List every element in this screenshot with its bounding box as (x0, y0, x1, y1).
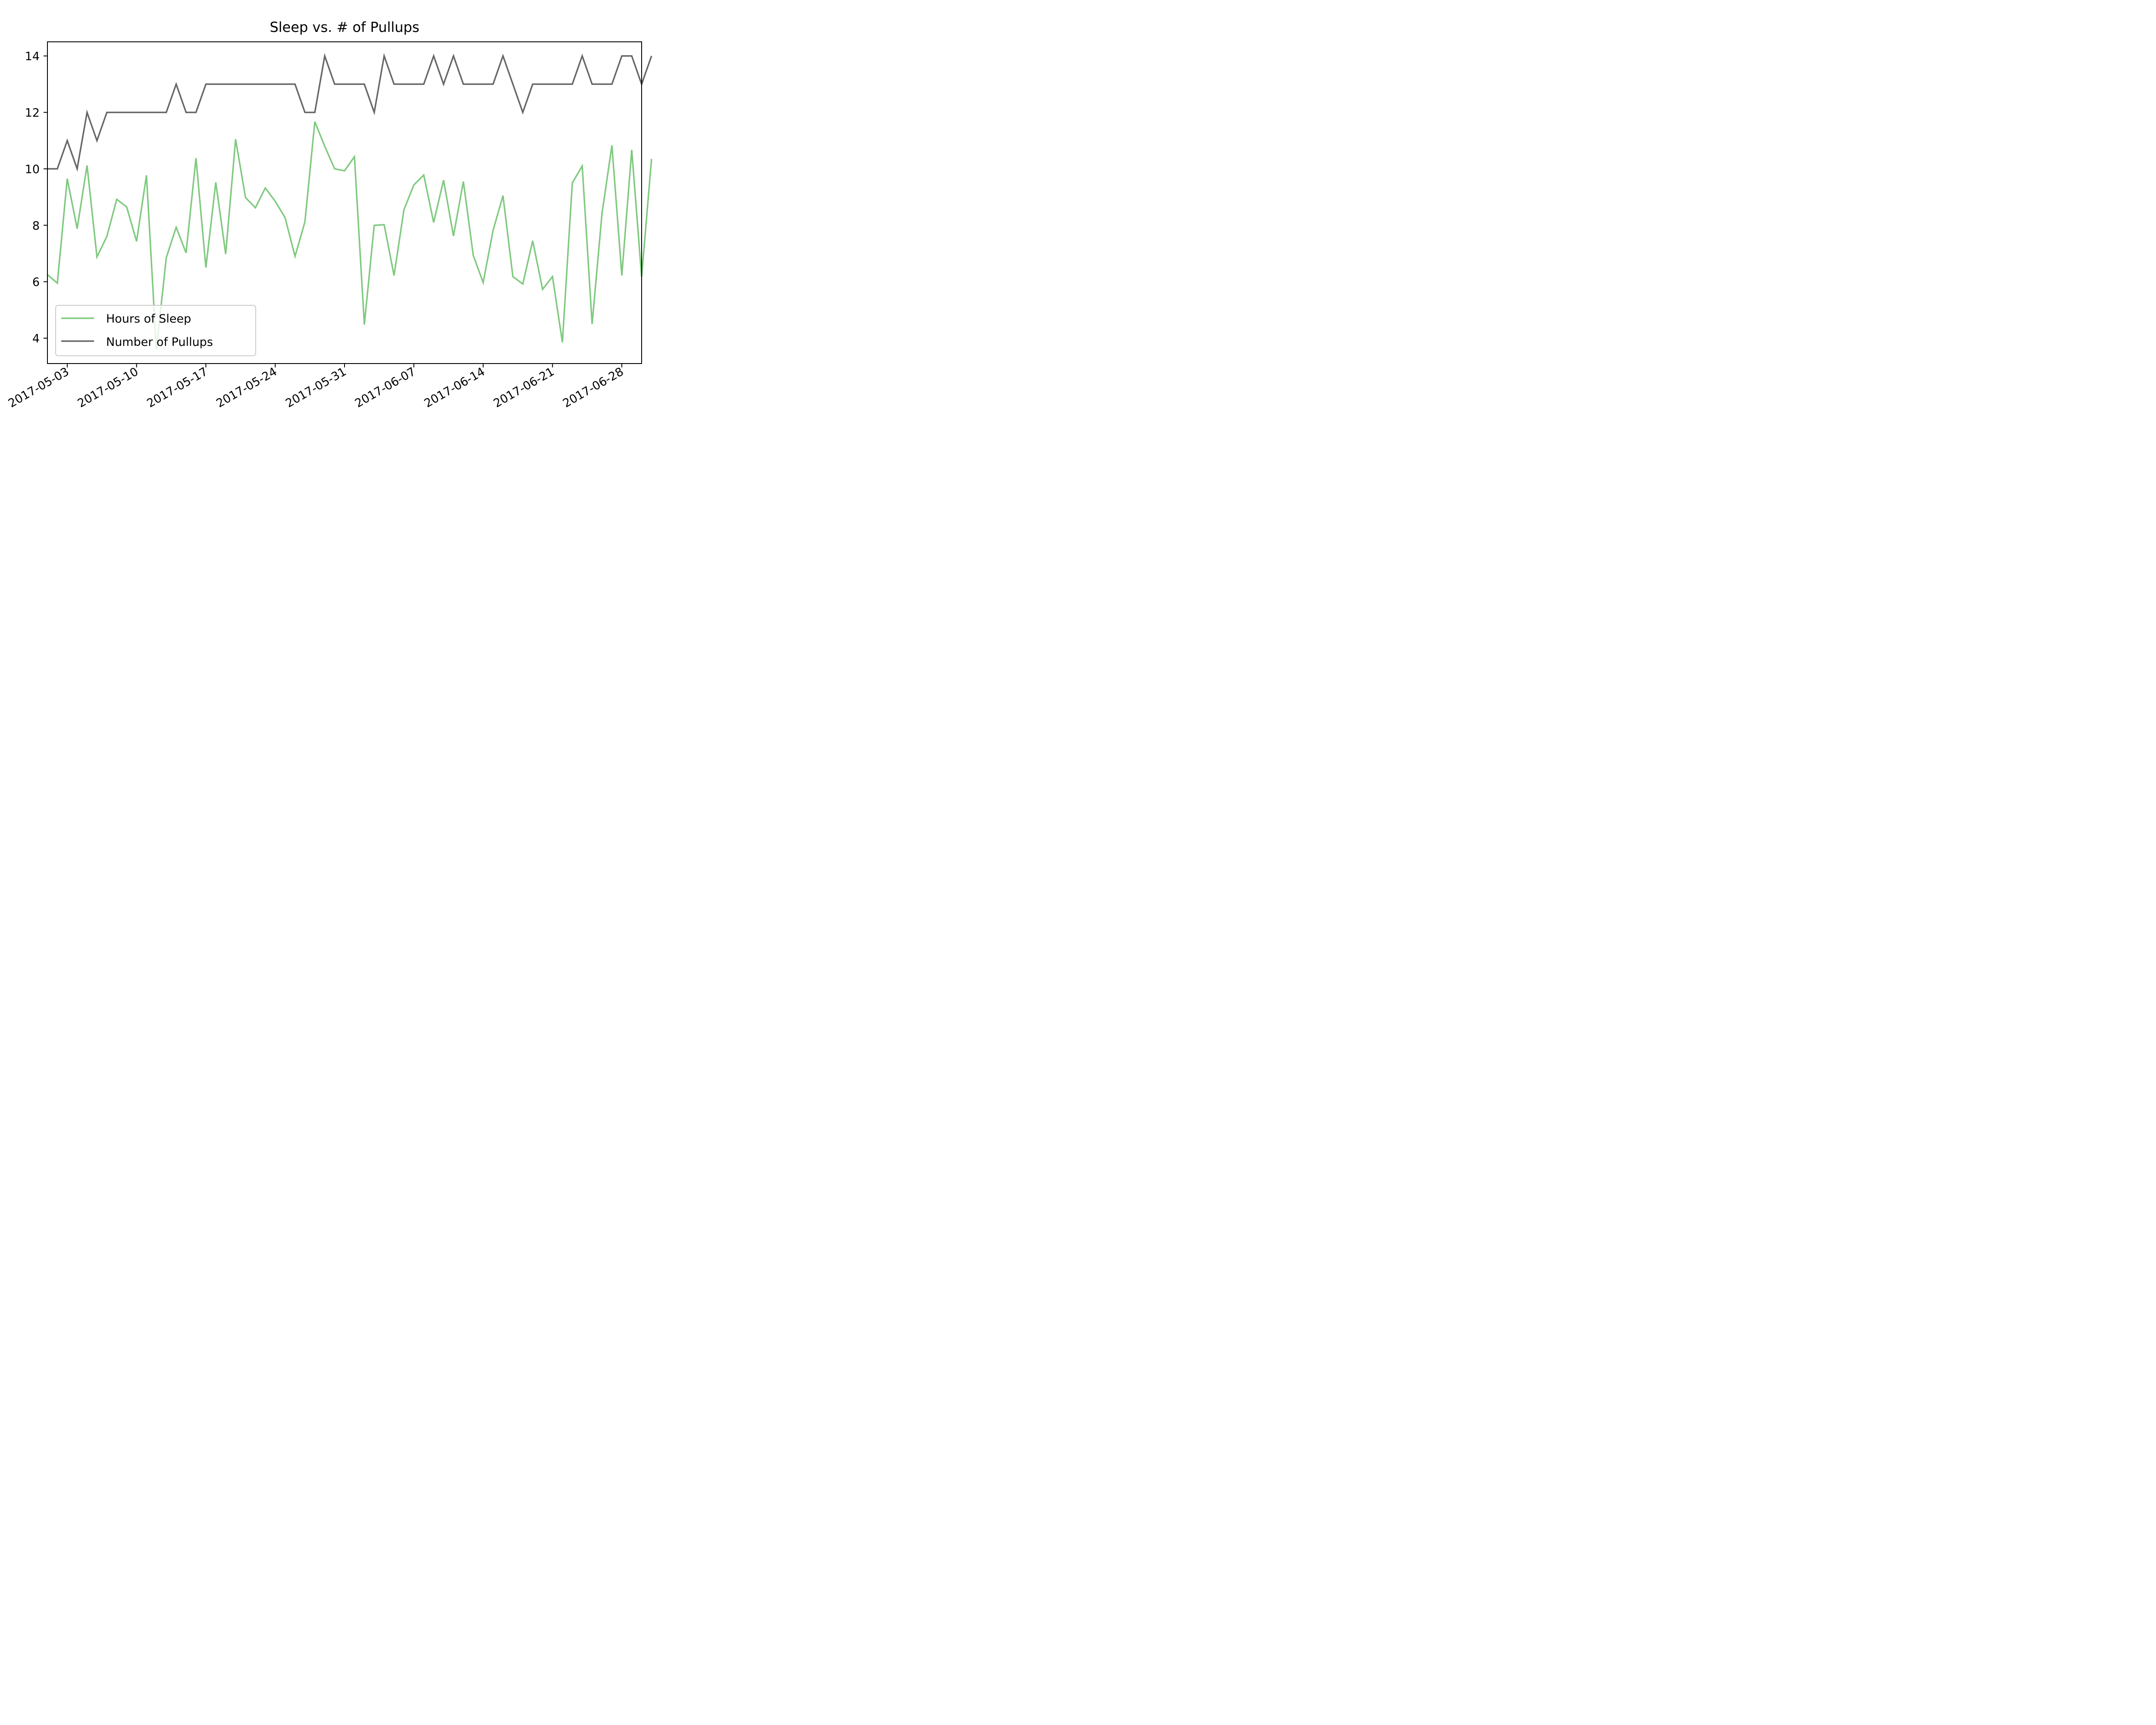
data-point-hours-of-sleep-42 (463, 181, 464, 182)
y-tick-label-12: 12 (25, 107, 40, 120)
data-point-hours-of-sleep-51 (552, 276, 553, 277)
y-tick-label-4: 4 (32, 332, 40, 345)
data-point-number-of-pullups-53 (572, 84, 573, 85)
y-axis: 4 6 8 10 12 14 (25, 50, 47, 345)
chart-title: Sleep vs. # of Pullups (270, 19, 419, 35)
data-point-number-of-pullups-8 (126, 112, 127, 113)
data-point-number-of-pullups-42 (463, 84, 464, 85)
y-tick-label-10: 10 (25, 163, 40, 176)
data-point-number-of-pullups-20 (245, 84, 246, 85)
data-point-number-of-pullups-7 (116, 112, 117, 113)
data-point-hours-of-sleep-10 (146, 175, 147, 176)
data-point-number-of-pullups-11 (156, 112, 157, 113)
data-point-hours-of-sleep-7 (116, 199, 117, 200)
legend-label-hours-of-sleep: Hours of Sleep (106, 312, 191, 326)
data-point-number-of-pullups-21 (255, 84, 256, 85)
data-point-number-of-pullups-9 (136, 112, 137, 113)
data-point-number-of-pullups-50 (542, 84, 543, 85)
data-point-number-of-pullups-23 (275, 84, 276, 85)
plot-frame (47, 41, 642, 364)
data-point-number-of-pullups-40 (443, 84, 444, 85)
y-tick-label-6: 6 (32, 276, 40, 289)
data-point-number-of-pullups-51 (552, 84, 553, 85)
legend-box (55, 305, 256, 356)
data-point-number-of-pullups-38 (423, 84, 424, 85)
y-tick-label-14: 14 (25, 50, 40, 63)
data-point-hours-of-sleep-9 (136, 241, 137, 242)
data-point-hours-of-sleep-39 (433, 222, 434, 223)
series-line-number-of-pullups (47, 53, 652, 172)
series-line-hours-of-sleep (47, 121, 652, 350)
data-point-number-of-pullups-52 (562, 84, 563, 85)
legend-label-number-of-pullups: Number of Pullups (106, 336, 213, 349)
data-point-number-of-pullups-19 (235, 84, 236, 85)
figure-background (0, 0, 667, 451)
data-point-number-of-pullups-10 (146, 112, 147, 113)
y-tick-label-8: 8 (32, 219, 40, 232)
legend: Hours of Sleep Number of Pullups (55, 305, 256, 356)
data-point-number-of-pullups-22 (265, 84, 266, 85)
plot-area (47, 53, 652, 350)
data-point-hours-of-sleep-21 (255, 207, 256, 208)
